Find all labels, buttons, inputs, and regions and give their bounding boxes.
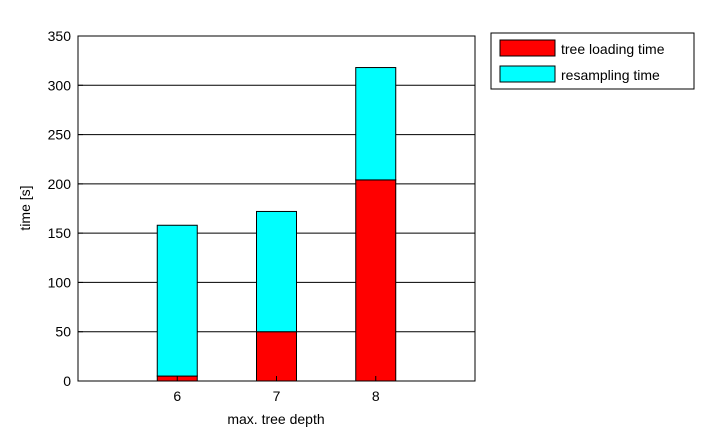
y-tick-label: 350 — [48, 28, 72, 44]
bar-segment-tree-loading-8 — [355, 179, 397, 382]
legend: tree loading time resampling time — [490, 32, 695, 90]
x-axis-label: max. tree depth — [227, 411, 324, 427]
bar-segment-resampling-7 — [256, 210, 297, 333]
y-tick-label: 300 — [48, 77, 72, 93]
y-tick-label: 50 — [55, 324, 71, 340]
y-tick-label: 0 — [63, 373, 71, 389]
legend-swatch-resampling — [499, 65, 556, 83]
bars — [156, 67, 397, 382]
y-tick-label: 100 — [48, 274, 72, 290]
y-tick-label: 150 — [48, 225, 72, 241]
y-axis-label: time [s] — [17, 185, 33, 230]
legend-label-tree-loading: tree loading time — [561, 41, 665, 57]
y-axis-ticks: 0 50 100 150 200 250 300 350 — [48, 28, 83, 389]
legend-swatch-tree-loading — [499, 39, 556, 57]
bar-segment-tree-loading-7 — [256, 331, 297, 382]
x-tick-label: 6 — [173, 388, 181, 404]
y-tick-label: 250 — [48, 127, 72, 143]
x-tick-label: 7 — [273, 388, 281, 404]
x-axis-ticks: 6 7 8 — [173, 376, 380, 404]
bar-segment-resampling-6 — [156, 224, 198, 377]
legend-label-resampling: resampling time — [561, 67, 660, 83]
bar-segment-resampling-8 — [355, 67, 397, 181]
x-tick-label: 8 — [372, 388, 380, 404]
y-tick-label: 200 — [48, 176, 72, 192]
